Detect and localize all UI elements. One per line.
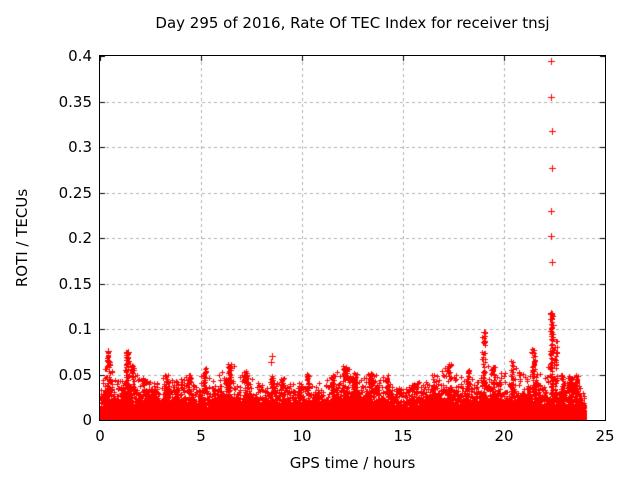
x-tick-label: 25	[595, 427, 615, 445]
x-tick-label: 0	[95, 427, 105, 445]
x-tick-label: 5	[196, 427, 206, 445]
y-tick-label: 0	[82, 411, 92, 429]
y-tick-label: 0.25	[58, 183, 92, 202]
plot-area	[99, 55, 606, 421]
x-tick-label: 20	[494, 427, 514, 445]
x-tick-label: 10	[292, 427, 312, 445]
y-tick-label: 0.2	[68, 229, 92, 247]
y-tick-label: 0.4	[68, 47, 92, 65]
y-tick-label: 0.3	[68, 138, 92, 156]
x-tick-label: 15	[393, 427, 413, 445]
y-tick-label: 0.05	[58, 365, 92, 384]
chart-title: Day 295 of 2016, Rate Of TEC Index for r…	[155, 14, 550, 32]
scatter-canvas	[100, 56, 605, 420]
y-tick-label: 0.35	[58, 92, 92, 111]
y-tick-label: 0.1	[68, 320, 92, 338]
y-tick-label: 0.15	[58, 274, 92, 293]
x-axis-label: GPS time / hours	[289, 454, 416, 472]
